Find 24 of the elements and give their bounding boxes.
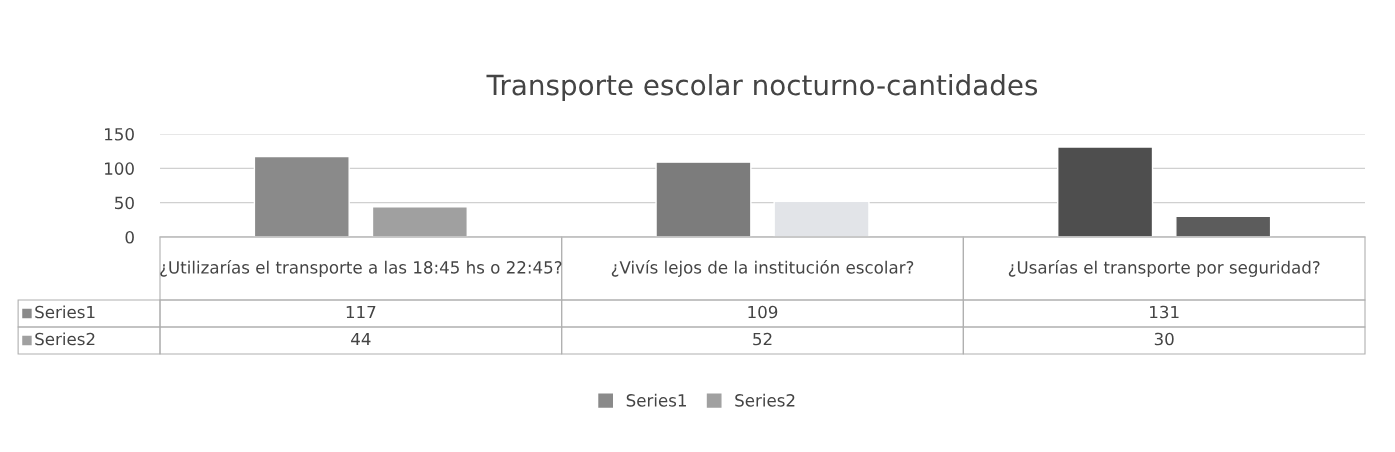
bar bbox=[773, 200, 870, 237]
data-label: 117 bbox=[346, 305, 376, 319]
bar bbox=[1057, 146, 1154, 237]
x-tick-label: ¿Utilizarías el transporte a las 18:45 hs o 22:45? bbox=[160, 260, 562, 277]
y-tick-label: 100 bbox=[105, 162, 134, 175]
data-label: 131 bbox=[1150, 305, 1179, 319]
bar bbox=[1175, 215, 1272, 237]
chart-title: Transporte escolar nocturno-cantidades bbox=[486, 74, 1038, 101]
text: Series2 bbox=[35, 332, 95, 346]
data-label: 44 bbox=[351, 332, 371, 346]
data-label: 109 bbox=[748, 305, 778, 319]
y-tick-label: 150 bbox=[105, 127, 134, 141]
y-tick-label: 50 bbox=[115, 196, 134, 210]
bar bbox=[371, 206, 468, 237]
bar bbox=[655, 161, 752, 237]
data-label: 52 bbox=[753, 332, 772, 346]
x-tick-label: ¿Usarías el transporte por seguridad? bbox=[1008, 260, 1320, 277]
text: Series1 bbox=[35, 305, 95, 319]
y-tick-label: 0 bbox=[125, 230, 134, 244]
data-label: 30 bbox=[1154, 332, 1174, 346]
legend-label: Series2 bbox=[735, 393, 795, 407]
x-tick-label: ¿Vivís lejos de la institución escolar? bbox=[611, 260, 914, 277]
bar bbox=[253, 155, 350, 237]
legend-label: Series1 bbox=[626, 393, 686, 407]
